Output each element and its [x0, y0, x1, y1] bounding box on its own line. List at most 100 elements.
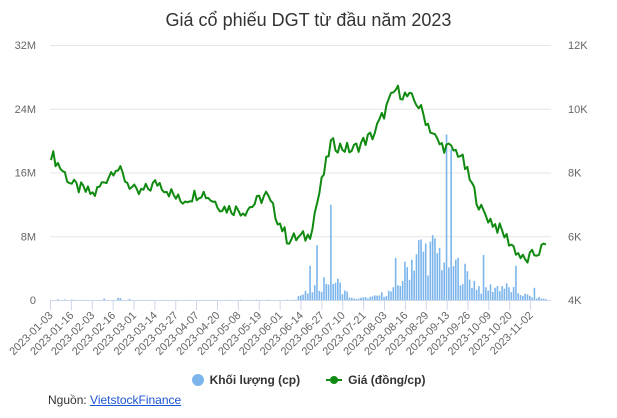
volume-bar[interactable]	[445, 134, 448, 300]
volume-bar[interactable]	[390, 291, 392, 300]
volume-bar[interactable]	[320, 291, 323, 300]
volume-bar[interactable]	[399, 286, 402, 300]
volume-bar[interactable]	[404, 261, 406, 300]
legend-item-price[interactable]: Giá (đồng/cp)	[326, 373, 425, 387]
volume-bar[interactable]	[348, 297, 351, 300]
volume-bar[interactable]	[401, 281, 404, 300]
volume-bar[interactable]	[515, 265, 517, 300]
volume-bar[interactable]	[302, 294, 304, 300]
volume-bar[interactable]	[459, 285, 462, 300]
volume-bar[interactable]	[524, 293, 526, 300]
legend-item-volume[interactable]: Khối lượng (cp)	[191, 373, 300, 387]
volume-bar[interactable]	[436, 253, 439, 300]
volume-bar[interactable]	[364, 297, 367, 300]
volume-bar[interactable]	[357, 298, 360, 300]
volume-bar[interactable]	[316, 245, 318, 300]
volume-bar[interactable]	[411, 259, 413, 300]
volume-bar[interactable]	[362, 297, 365, 300]
volume-bar[interactable]	[334, 282, 337, 300]
volume-bar[interactable]	[360, 297, 362, 300]
volume-bar[interactable]	[508, 287, 510, 300]
volume-bar[interactable]	[383, 296, 385, 300]
volume-bar[interactable]	[339, 282, 341, 300]
volume-bar[interactable]	[457, 257, 459, 300]
volume-bar[interactable]	[512, 287, 515, 300]
volume-bar[interactable]	[441, 270, 443, 300]
price-line[interactable]	[50, 84, 547, 264]
volume-bar[interactable]	[313, 285, 316, 300]
volume-bar[interactable]	[355, 299, 358, 300]
volume-bar[interactable]	[468, 279, 471, 300]
volume-bar[interactable]	[374, 295, 376, 300]
volume-bar[interactable]	[438, 247, 441, 300]
volume-bar[interactable]	[323, 277, 325, 300]
volume-bar[interactable]	[505, 283, 508, 300]
volume-bar[interactable]	[464, 263, 466, 300]
volume-bar[interactable]	[503, 288, 506, 300]
volume-bar[interactable]	[413, 270, 415, 300]
volume-bar[interactable]	[300, 295, 302, 300]
volume-bar[interactable]	[330, 204, 332, 300]
volume-bar[interactable]	[304, 290, 307, 300]
volume-bar[interactable]	[57, 299, 59, 300]
volume-bar[interactable]	[471, 287, 473, 300]
volume-bar[interactable]	[519, 295, 522, 300]
volume-bar[interactable]	[545, 299, 547, 300]
volume-bar[interactable]	[327, 284, 330, 300]
volume-bar[interactable]	[385, 296, 388, 300]
volume-bar[interactable]	[540, 298, 543, 300]
volume-bar[interactable]	[452, 266, 455, 300]
volume-bar[interactable]	[378, 295, 381, 300]
volume-bar[interactable]	[392, 287, 395, 300]
volume-bar[interactable]	[475, 289, 478, 300]
volume-bar[interactable]	[489, 284, 492, 300]
volume-bar[interactable]	[538, 297, 540, 300]
volume-bar[interactable]	[128, 298, 131, 300]
volume-bar[interactable]	[119, 298, 122, 300]
volume-bar[interactable]	[420, 239, 422, 300]
volume-bar[interactable]	[473, 280, 476, 300]
volume-bar[interactable]	[522, 296, 524, 300]
volume-bar[interactable]	[427, 275, 429, 300]
volume-bar[interactable]	[478, 286, 480, 300]
volume-bar[interactable]	[408, 279, 411, 300]
volume-bar[interactable]	[434, 238, 436, 300]
volume-bar[interactable]	[346, 291, 348, 300]
volume-bar[interactable]	[309, 265, 311, 300]
volume-bar[interactable]	[526, 294, 529, 300]
volume-bar[interactable]	[64, 299, 66, 300]
volume-bar[interactable]	[394, 257, 397, 300]
volume-bar[interactable]	[341, 294, 344, 300]
volume-bar[interactable]	[376, 295, 378, 300]
volume-bar[interactable]	[466, 271, 469, 300]
volume-bar[interactable]	[318, 290, 321, 300]
volume-bar[interactable]	[424, 243, 427, 300]
volume-bar[interactable]	[510, 292, 513, 300]
volume-bar[interactable]	[353, 298, 355, 300]
volume-bar[interactable]	[531, 297, 533, 300]
volume-bar[interactable]	[496, 285, 499, 300]
volume-bar[interactable]	[431, 235, 434, 300]
volume-bar[interactable]	[482, 254, 485, 300]
volume-bar[interactable]	[369, 296, 372, 300]
volume-bar[interactable]	[448, 267, 450, 300]
volume-bar[interactable]	[450, 148, 452, 300]
volume-bar[interactable]	[332, 284, 334, 300]
volume-bar[interactable]	[461, 284, 464, 300]
volume-bar[interactable]	[422, 251, 425, 300]
volume-bar[interactable]	[415, 254, 418, 300]
volume-bar[interactable]	[367, 298, 369, 300]
volume-bar[interactable]	[529, 295, 531, 300]
volume-bar[interactable]	[380, 292, 383, 300]
volume-bar[interactable]	[535, 298, 538, 300]
source-link[interactable]: VietstockFinance	[90, 393, 182, 407]
volume-bar[interactable]	[494, 287, 496, 300]
volume-bar[interactable]	[480, 293, 483, 300]
volume-bar[interactable]	[533, 287, 536, 300]
volume-bar[interactable]	[306, 293, 309, 300]
volume-bar[interactable]	[103, 298, 106, 300]
volume-bar[interactable]	[350, 297, 353, 300]
volume-bar[interactable]	[429, 241, 432, 300]
volume-bar[interactable]	[406, 267, 409, 300]
volume-bar[interactable]	[498, 291, 501, 300]
